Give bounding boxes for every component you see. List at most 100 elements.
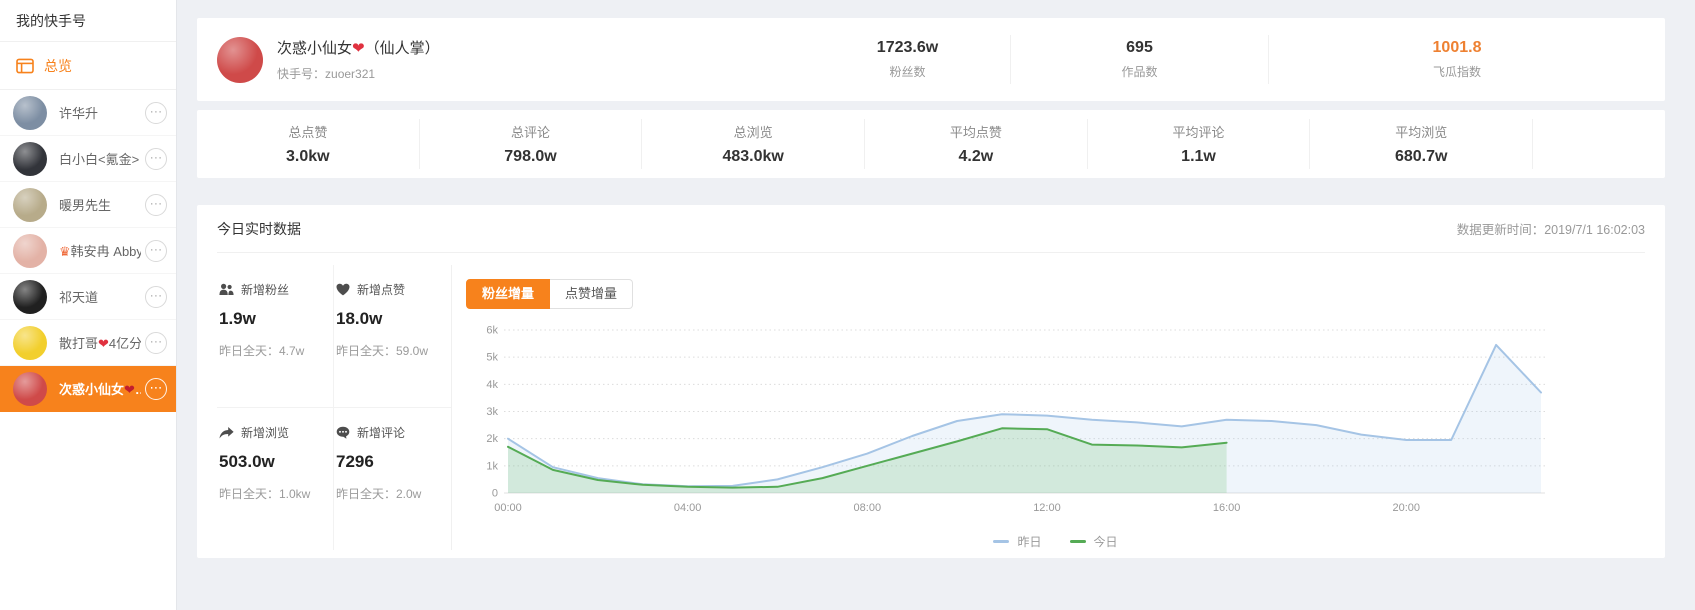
account-name: 白小白<氪金>	[59, 152, 140, 167]
metric-head: 新增粉丝	[219, 281, 329, 298]
sidebar-item-label: 总览	[44, 57, 72, 74]
profile-account-id: 快手号：zuoer321	[277, 65, 440, 82]
total-stat-value: 1.1w	[1181, 148, 1216, 165]
profile-name: 次惑小仙女❤（仙人掌）	[277, 37, 440, 58]
heart-icon: ❤	[98, 336, 109, 351]
stat-label: 粉丝数	[889, 65, 926, 79]
comment-icon	[336, 426, 350, 439]
total-stat-label: 总评论	[511, 125, 551, 140]
total-stat-value: 483.0kw	[722, 148, 784, 165]
sidebar-account-item[interactable]: 许华升	[0, 90, 176, 136]
more-options-button[interactable]	[145, 101, 167, 124]
stat-value: 695	[1126, 39, 1153, 56]
metric-head: 新增浏览	[219, 424, 329, 441]
sidebar-account-item[interactable]: 白小白<氪金>	[0, 136, 176, 182]
account-name: 许华升	[59, 106, 99, 121]
sidebar-title: 我的快手号	[0, 0, 176, 42]
totals-card: 总点赞 3.0kw 总评论 798.0w 总浏览 483.0kw 平均点赞 4.2w 平均评论 1…	[197, 110, 1665, 178]
metric-followers: 新增粉丝 1.9w 昨日全天：4.7w	[217, 265, 334, 408]
today-card-body: 新增粉丝 1.9w 昨日全天：4.7w 新增点赞 18.0w 昨日全天：59.0w 新增浏览…	[217, 253, 1645, 550]
account-list: 许华升白小白<氪金> 暖男先生 ♛韩安冉 Abby 祁天道散打哥❤4亿分次惑小仙女❤…	[0, 90, 176, 412]
more-options-button[interactable]	[145, 193, 167, 216]
account-name: 祁天道	[59, 290, 99, 305]
sidebar-account-item[interactable]: 次惑小仙女❤…	[0, 366, 176, 412]
total-stat: 平均浏览 680.7w	[1309, 119, 1534, 169]
sidebar-item-overview[interactable]: 总览	[0, 42, 176, 90]
tab-fans-increment[interactable]: 粉丝增量	[466, 279, 551, 309]
metric-heart: 新增点赞 18.0w 昨日全天：59.0w	[334, 265, 451, 408]
stat-label: 作品数	[1121, 65, 1158, 79]
total-stat-label: 平均点赞	[949, 125, 1002, 140]
total-stat-value: 3.0kw	[286, 148, 330, 165]
chart-panel: 粉丝增量 点赞增量 0 1k 2k 3k 4k 5k 6k 00:00 04:00 08:00 12:…	[451, 265, 1645, 550]
more-options-button[interactable]	[145, 147, 167, 170]
avatar	[13, 279, 47, 314]
sidebar-account-item[interactable]: 祁天道	[0, 274, 176, 320]
legend-marker	[993, 540, 1010, 543]
metric-value: 7296	[336, 451, 374, 471]
metric-label: 新增浏览	[241, 425, 290, 440]
sidebar-account-item[interactable]: 散打哥❤4亿分	[0, 320, 176, 366]
today-realtime-card: 今日实时数据 数据更新时间：2019/7/1 16:02:03 新增粉丝 1.9w…	[197, 205, 1665, 558]
total-stat-value: 798.0w	[504, 148, 557, 165]
chart-legend: 昨日 今日	[466, 533, 1645, 550]
sidebar: 我的快手号 总览 许华升白小白<氪金> 暖男先生 ♛韩安冉 Abby 祁天道散打哥❤4…	[0, 0, 177, 610]
profile-stat: 1723.6w 粉丝数	[805, 35, 1010, 84]
avatar	[13, 187, 47, 222]
more-options-button[interactable]	[145, 285, 167, 308]
legend-marker	[1069, 540, 1086, 543]
metric-value: 503.0w	[219, 451, 275, 471]
profile-header-card: 次惑小仙女❤（仙人掌） 快手号：zuoer321 1723.6w 粉丝数 695 作品…	[197, 18, 1665, 101]
legend-item-今日[interactable]: 今日	[1069, 533, 1118, 550]
heart-icon: ❤	[352, 40, 365, 57]
sidebar-account-item[interactable]: 暖男先生	[0, 182, 176, 228]
svg-text:08:00: 08:00	[854, 502, 882, 514]
metric-yesterday: 昨日全天：2.0w	[336, 486, 422, 501]
account-name: 暖男先生	[59, 198, 112, 213]
total-stat-label: 总点赞	[288, 125, 328, 140]
tab-likes-increment[interactable]: 点赞增量	[550, 279, 634, 309]
legend-item-昨日[interactable]: 昨日	[993, 533, 1042, 550]
main-content: 次惑小仙女❤（仙人掌） 快手号：zuoer321 1723.6w 粉丝数 695 作品…	[177, 0, 1695, 610]
profile-stat: 695 作品数	[1010, 35, 1268, 84]
total-stat: 总评论 798.0w	[418, 119, 642, 169]
heart-icon	[336, 283, 350, 296]
avatar	[13, 371, 47, 406]
today-card-title: 今日实时数据	[217, 220, 301, 237]
metric-value: 1.9w	[219, 309, 256, 328]
stat-value: 1001.8	[1432, 39, 1482, 56]
total-stat: 总点赞 3.0kw	[197, 119, 419, 169]
stat-label: 飞瓜指数	[1432, 65, 1481, 79]
total-stat-value: 4.2w	[958, 148, 994, 165]
more-options-button[interactable]	[145, 377, 167, 400]
update-time-label: 数据更新时间：	[1456, 223, 1545, 237]
today-metrics-grid: 新增粉丝 1.9w 昨日全天：4.7w 新增点赞 18.0w 昨日全天：59.0w 新增浏览…	[217, 253, 451, 550]
crown-icon: ♛	[59, 244, 71, 259]
profile-info: 次惑小仙女❤（仙人掌） 快手号：zuoer321	[277, 37, 440, 82]
followers-icon	[219, 283, 234, 296]
account-id-value: zuoer321	[325, 67, 376, 81]
svg-text:3k: 3k	[486, 406, 498, 418]
metric-yesterday: 昨日全天：59.0w	[336, 344, 429, 358]
total-stat-label: 总浏览	[733, 125, 773, 140]
account-name: 次惑小仙女❤…	[59, 382, 141, 397]
metric-yesterday: 昨日全天：1.0kw	[219, 486, 311, 501]
more-options-button[interactable]	[145, 239, 167, 262]
chart-tabs: 粉丝增量 点赞增量	[466, 279, 634, 309]
metric-comment: 新增评论 7296 昨日全天：2.0w	[334, 408, 451, 551]
more-options-button[interactable]	[145, 331, 167, 354]
svg-text:20:00: 20:00	[1392, 502, 1420, 514]
metric-yesterday: 昨日全天：4.7w	[219, 344, 305, 358]
svg-text:04:00: 04:00	[674, 502, 702, 514]
account-name: ♛韩安冉 Abby	[59, 244, 141, 259]
account-id-label: 快手号：	[277, 67, 326, 81]
sidebar-account-item[interactable]: ♛韩安冉 Abby	[0, 228, 176, 274]
heart-icon: ❤	[124, 382, 135, 397]
profile-stat: 1001.8 飞瓜指数	[1268, 35, 1645, 84]
trend-chart-svg: 0 1k 2k 3k 4k 5k 6k 00:00 04:00 08:00 12:00 16:00 20…	[486, 325, 1545, 514]
account-name: 散打哥❤4亿分	[59, 336, 141, 351]
update-time-value: 2019/7/1 16:02:03	[1544, 223, 1645, 237]
total-stat-label: 平均评论	[1172, 125, 1225, 140]
svg-text:5k: 5k	[486, 352, 498, 364]
avatar	[13, 325, 47, 360]
